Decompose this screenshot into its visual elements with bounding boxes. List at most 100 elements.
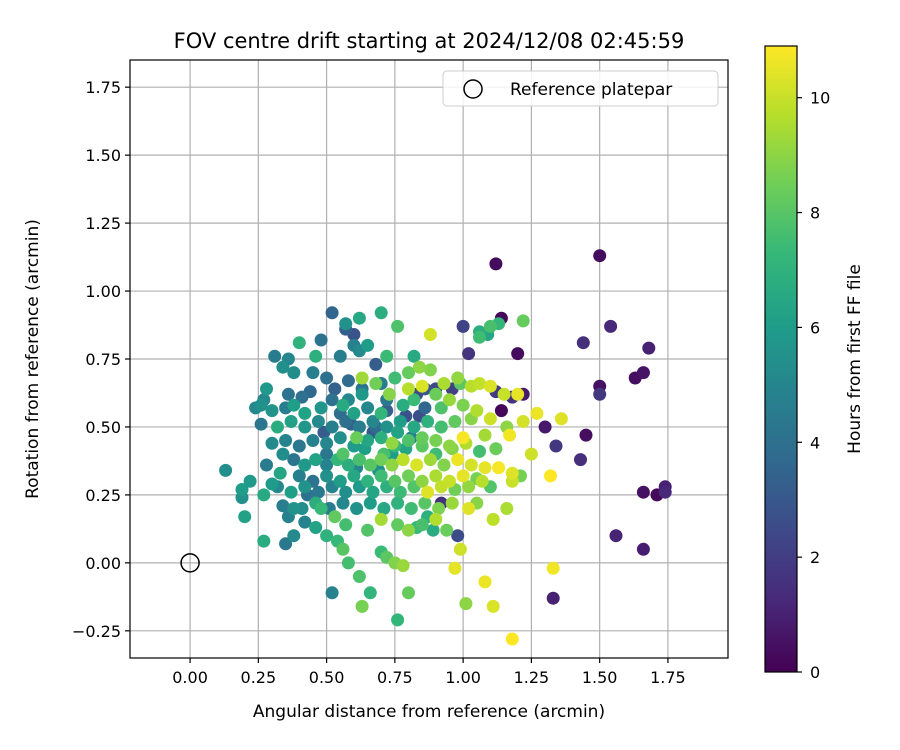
legend-box [442, 70, 719, 107]
data-point [287, 453, 301, 467]
data-point [440, 523, 454, 537]
data-point [393, 485, 407, 499]
data-point [314, 502, 328, 515]
data-point [369, 377, 383, 390]
x-tick-label: 0.50 [309, 668, 345, 687]
data-point [426, 523, 440, 537]
data-point [281, 387, 295, 401]
data-point [350, 431, 364, 445]
data-point [402, 366, 415, 380]
data-point [314, 401, 328, 415]
data-point [511, 387, 525, 401]
data-point [437, 458, 451, 472]
data-point [503, 428, 517, 442]
data-point [388, 474, 402, 488]
data-point [336, 398, 350, 412]
data-point [287, 366, 301, 380]
data-point [404, 502, 418, 515]
data-point [366, 415, 380, 428]
data-point [456, 431, 470, 445]
data-point [410, 458, 424, 472]
data-point [402, 382, 415, 396]
data-point [320, 529, 334, 543]
chart-title: FOV centre drift starting at 2024/12/08 … [174, 29, 685, 53]
data-point [284, 415, 298, 428]
data-point [276, 499, 290, 513]
data-point [361, 401, 375, 415]
y-tick-label: 1.50 [85, 146, 121, 165]
data-point [292, 336, 306, 350]
data-point [418, 496, 432, 510]
data-point [451, 529, 465, 543]
colorbar-ticks: 0 2 4 6 8 10 [797, 89, 830, 682]
data-point [311, 415, 325, 428]
data-point [320, 447, 334, 461]
data-point [451, 371, 465, 385]
legend: Reference platepar [442, 70, 719, 107]
data-point [415, 474, 429, 488]
data-point [462, 502, 476, 515]
data-point [407, 420, 421, 434]
data-point [320, 458, 334, 472]
data-point [374, 469, 388, 483]
data-point [511, 347, 525, 361]
data-point [636, 366, 650, 380]
data-point [443, 393, 456, 407]
data-point [374, 453, 388, 467]
colorbar-tick-label: 6 [810, 318, 820, 337]
data-point [462, 347, 476, 361]
data-point [309, 453, 323, 467]
data-point [516, 415, 530, 428]
colorbar: 0 2 4 6 8 10 Hours from first FF file [764, 45, 865, 682]
data-point [453, 542, 467, 556]
data-point [421, 485, 435, 499]
data-point [593, 387, 607, 401]
y-tick-label: 1.75 [85, 78, 121, 97]
legend-label: Reference platepar [510, 80, 672, 100]
data-point [544, 469, 557, 483]
x-tick-label: 0.00 [172, 668, 208, 687]
data-point [260, 382, 273, 396]
data-point [434, 401, 448, 415]
data-point [448, 415, 462, 428]
data-point [579, 428, 593, 442]
data-point [257, 488, 271, 502]
data-point [483, 412, 497, 426]
data-point [385, 436, 399, 450]
data-point [320, 371, 334, 385]
data-point [497, 387, 511, 401]
data-point [350, 502, 364, 515]
data-point [254, 398, 268, 412]
data-point [273, 466, 287, 480]
data-point [423, 453, 437, 467]
data-point [604, 319, 618, 333]
data-point [271, 420, 284, 434]
data-point [328, 382, 342, 396]
data-point [443, 474, 456, 488]
x-tick-label: 1.00 [445, 668, 481, 687]
data-point [363, 586, 377, 600]
data-point [546, 591, 560, 605]
data-point [658, 485, 672, 499]
y-tick-label: −0.25 [72, 622, 121, 641]
data-point [377, 502, 391, 515]
data-point [333, 431, 347, 445]
y-tick-label: 0.25 [85, 486, 121, 505]
x-axis-label: Angular distance from reference (arcmin) [253, 702, 605, 722]
data-point [380, 420, 394, 434]
data-point [486, 512, 500, 526]
data-point [445, 496, 459, 510]
data-point [347, 469, 361, 483]
data-point [292, 469, 306, 483]
x-tick-label: 1.50 [582, 668, 618, 687]
data-point [309, 521, 323, 534]
data-point [402, 434, 415, 447]
data-point [473, 444, 486, 458]
colorbar-gradient [765, 46, 797, 672]
data-point [352, 570, 366, 583]
data-point [636, 542, 650, 556]
data-point [402, 523, 415, 537]
data-point [434, 420, 448, 434]
data-point [311, 485, 325, 499]
